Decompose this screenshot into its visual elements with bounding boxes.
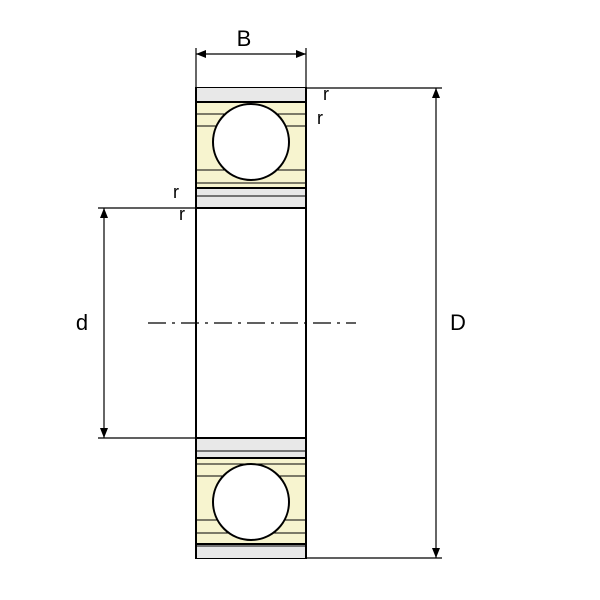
bearing-diagram: BDdrrrr [0, 0, 600, 600]
dim-label-r: r [323, 84, 329, 104]
diagram-svg: BDdrrrr [0, 0, 600, 600]
dim-label-D: D [450, 310, 466, 335]
dim-label-r: r [317, 108, 323, 128]
dim-label-d: d [76, 310, 88, 335]
dim-label-r: r [173, 182, 179, 202]
dim-label-r: r [179, 204, 185, 224]
dim-label-B: B [237, 26, 252, 51]
